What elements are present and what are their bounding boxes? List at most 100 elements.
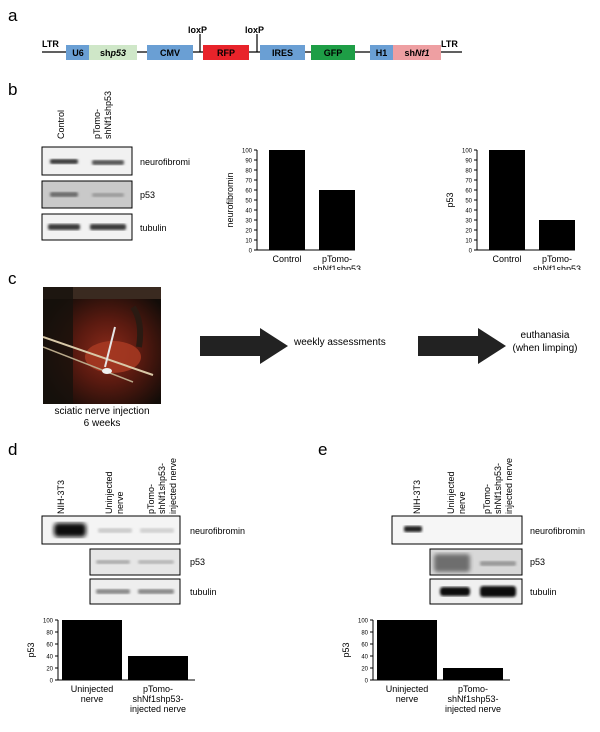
x-tick-label: nerve xyxy=(81,694,104,704)
photo-caption: sciatic nerve injection 6 weeks xyxy=(44,406,160,430)
x-tick-label: pTomo- xyxy=(143,684,173,694)
lane-label-ptomo: pTomo- xyxy=(146,483,156,514)
band-label: p53 xyxy=(190,557,205,567)
lane-label-shnf1shp53: shNf1shp53 xyxy=(103,90,113,139)
construct-element-label: U6 xyxy=(72,48,84,58)
blot-d: neurofibromin p53 tubulin xyxy=(41,515,245,605)
band xyxy=(96,589,130,594)
lane-label-nerve: nerve xyxy=(457,491,467,514)
band-label: neurofibromin xyxy=(190,526,245,536)
band xyxy=(92,193,124,197)
band xyxy=(480,586,516,597)
band xyxy=(140,528,174,533)
bar xyxy=(319,190,355,250)
x-tick-label: shNf1shp53- xyxy=(447,694,498,704)
lane-label-nih3t3: NIH-3T3 xyxy=(56,479,66,514)
construct-element-label: RFP xyxy=(217,48,235,58)
y-tick-label: 60 xyxy=(245,189,252,195)
bar xyxy=(377,620,437,680)
x-tick-label: pTomo- xyxy=(542,254,572,264)
band xyxy=(480,561,516,566)
bar xyxy=(489,150,525,250)
y-tick-label: 60 xyxy=(46,643,53,649)
lane-label-nerve: nerve xyxy=(115,491,125,514)
band xyxy=(138,589,174,594)
construct-element-label: CMV xyxy=(160,48,180,58)
y-tick-label: 100 xyxy=(358,619,369,625)
bar xyxy=(269,150,305,250)
band-label: p53 xyxy=(140,190,155,200)
y-tick-label: 20 xyxy=(46,667,53,673)
panel-label-d: d xyxy=(8,440,18,459)
x-tick-label: shNf1shp53 xyxy=(533,264,581,270)
x-tick-label: injected nerve xyxy=(445,704,501,714)
construct-element-label: shp53 xyxy=(100,48,126,58)
lane-label-uninjected: Uninjected xyxy=(104,471,114,514)
arrow-1 xyxy=(200,328,288,364)
x-tick-label: shNf1shp53- xyxy=(132,694,183,704)
construct-element-label: H1 xyxy=(376,48,388,58)
band xyxy=(96,560,130,564)
x-tick-label: shNf1shp53 xyxy=(313,264,361,270)
lane-label-uninjected: Uninjected xyxy=(446,471,456,514)
arrow-2 xyxy=(418,328,506,364)
y-tick-label: 100 xyxy=(43,619,54,625)
y-tick-label: 70 xyxy=(245,179,252,185)
lane-label-shnf1shp53: shNf1shp53- xyxy=(157,462,167,514)
y-tick-label: 30 xyxy=(245,219,252,225)
y-tick-label: 20 xyxy=(465,229,472,235)
x-tick-label: Control xyxy=(272,254,301,264)
loxp-label-2: loxP xyxy=(245,25,264,35)
y-tick-label: 80 xyxy=(245,169,252,175)
chart-neurofibromin: 0 10 20 30 40 50 60 70 80 90 100 neurofibromin Contr… xyxy=(225,149,361,271)
band xyxy=(48,224,80,230)
y-tick-label: 80 xyxy=(465,169,472,175)
step-euthanasia: euthanasia (when limping) xyxy=(502,329,588,355)
construct-element xyxy=(393,45,441,60)
band xyxy=(92,160,124,165)
photo-caption-line-1: sciatic nerve injection xyxy=(54,406,150,417)
y-tick-label: 40 xyxy=(361,655,368,661)
lane-label-ptomo: pTomo- xyxy=(482,483,492,514)
band xyxy=(440,587,470,596)
ltr-left: LTR xyxy=(42,39,59,49)
band-label: p53 xyxy=(530,557,545,567)
y-axis-label: neurofibromin xyxy=(225,172,235,227)
band xyxy=(90,224,126,230)
band-label: neurofibromin xyxy=(530,526,585,536)
y-tick-label: 60 xyxy=(361,643,368,649)
bar xyxy=(128,656,188,680)
y-axis-label: p53 xyxy=(445,192,455,207)
y-tick-label: 80 xyxy=(46,631,53,637)
x-tick-label: Uninjected xyxy=(71,684,114,694)
lane-label-ptomo: pTomo- xyxy=(92,108,102,139)
lane-label-nih3t3: NIH-3T3 xyxy=(412,479,422,514)
construct-element xyxy=(370,45,393,60)
y-tick-label: 0 xyxy=(365,679,369,685)
band xyxy=(50,159,78,164)
construct-diagram: LTR LTR loxP loxP U6 shp53 CMV RFP IRES GFP H1… xyxy=(42,25,462,60)
panel-label-e: e xyxy=(318,440,328,459)
step-euthanasia-line-2: (when limping) xyxy=(512,343,578,354)
band xyxy=(54,523,86,537)
band xyxy=(404,526,422,532)
lane-label-injected-nerve: injected nerve xyxy=(168,457,178,514)
y-tick-label: 0 xyxy=(469,249,473,255)
y-tick-label: 0 xyxy=(249,249,253,255)
y-tick-label: 60 xyxy=(465,189,472,195)
blot-b: neurofibromin p53 tubulin xyxy=(41,146,190,241)
panel-label-a: a xyxy=(8,6,18,25)
y-tick-label: 40 xyxy=(245,209,252,215)
y-tick-label: 10 xyxy=(245,239,252,245)
band xyxy=(50,192,78,197)
y-tick-label: 40 xyxy=(46,655,53,661)
y-tick-label: 70 xyxy=(465,179,472,185)
bar xyxy=(539,220,575,250)
band-label: neurofibromin xyxy=(140,157,190,167)
construct-element xyxy=(311,45,355,60)
construct-element xyxy=(89,45,137,60)
ltr-right: LTR xyxy=(441,39,458,49)
construct-element xyxy=(203,45,249,60)
construct-element xyxy=(147,45,193,60)
